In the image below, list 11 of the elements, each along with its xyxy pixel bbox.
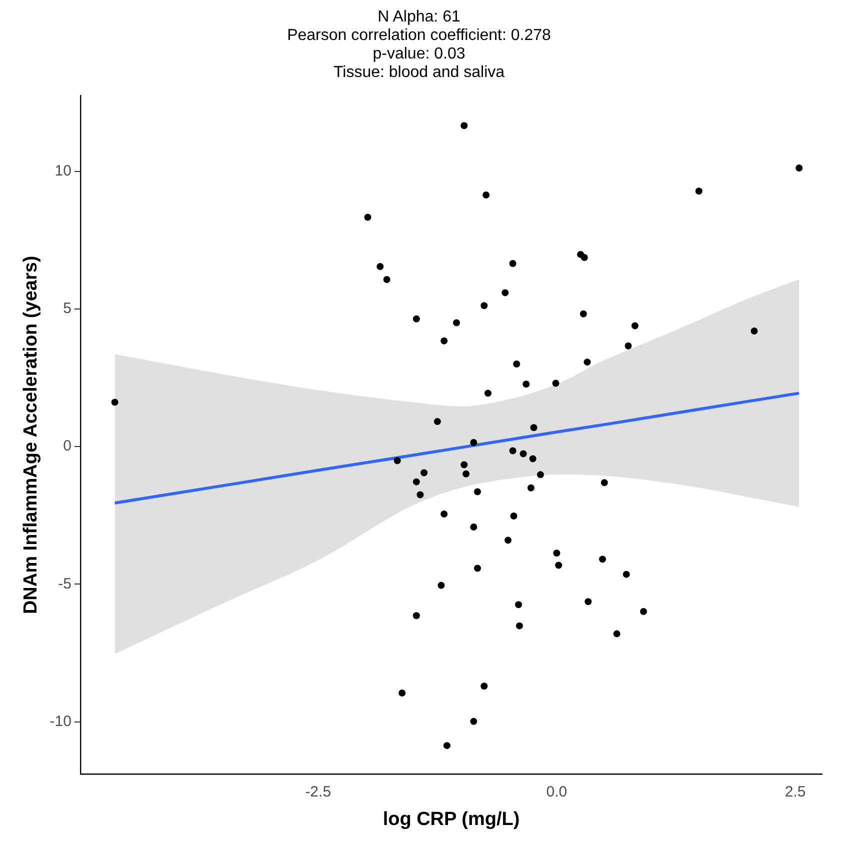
chart-title: N Alpha: 61 Pearson correlation coefficient: 0.278 p-value: 0.03 Tissue: blood and saliva [287,8,552,81]
x-tick-label: -2.5 [305,783,332,800]
x-tick-label: 2.5 [784,783,806,800]
x-axis-title: log CRP (mg/L) [382,808,520,830]
y-tick-label: 10 [54,162,72,180]
x-tick-label: 0.0 [546,783,568,800]
y-tick-label: 5 [63,300,72,318]
y-tick-label: -10 [50,713,72,730]
y-tick-label: -5 [58,575,72,592]
y-tick-label: 0 [63,438,72,455]
y-axis-title: DNAm InflammAge Acceleration (years) [20,256,42,614]
